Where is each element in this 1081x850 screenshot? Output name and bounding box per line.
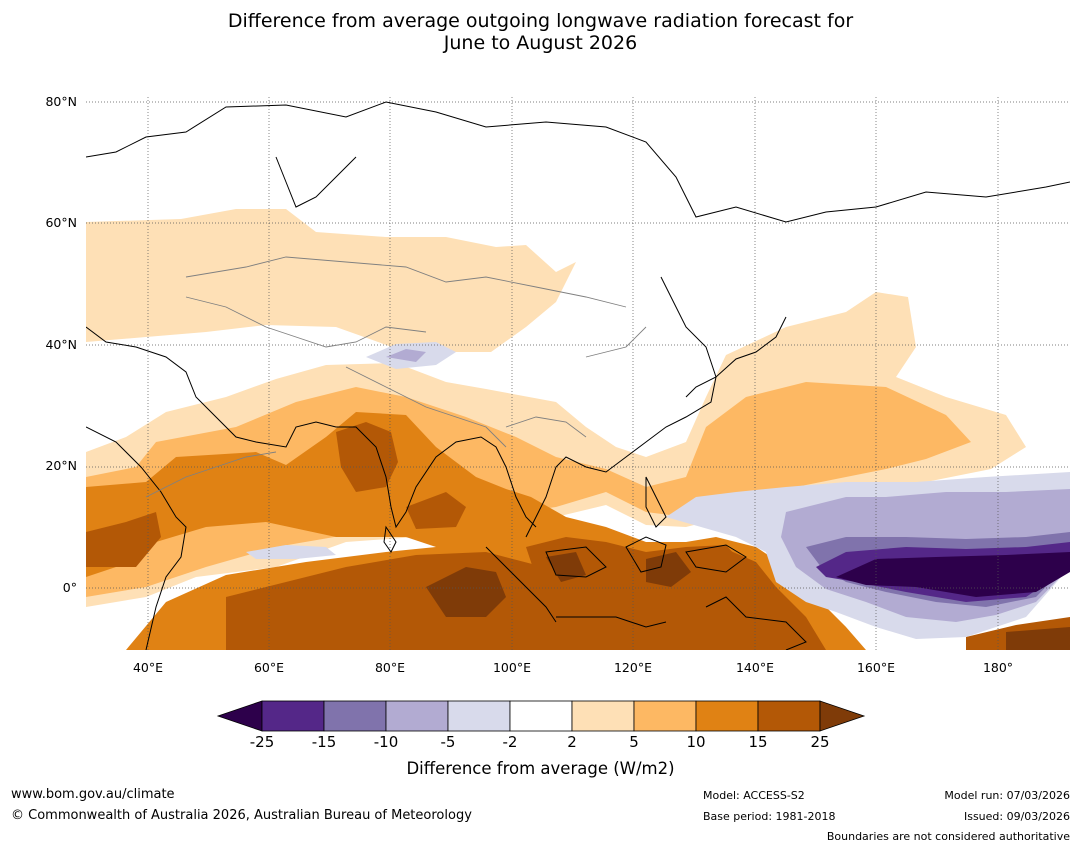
anomaly-region-extreme-positive-2 <box>546 552 586 582</box>
footer-base-period: Base period: 1981-2018 <box>703 810 836 823</box>
chart-title: Difference from average outgoing longwav… <box>0 10 1081 54</box>
title-line-1: Difference from average outgoing longwav… <box>227 10 854 32</box>
colorbar-tick-label: -5 <box>440 733 456 751</box>
lat-label-80n: 80°N <box>45 94 77 109</box>
colorbar-segment <box>447 700 511 732</box>
anomaly-region-maritime-continent-max <box>526 537 746 597</box>
colorbar-tick-label: 25 <box>810 733 830 751</box>
footer-model-run: Model run: 07/03/2026 <box>944 789 1070 802</box>
country-boundaries <box>145 256 647 498</box>
title-line-2: June to August 2026 <box>443 32 638 54</box>
graticule <box>86 97 1070 650</box>
footer-website: www.bom.gov.au/climate <box>11 787 175 802</box>
colorbar-segment <box>323 700 387 732</box>
anomaly-region-bay-of-bengal-max <box>406 492 466 529</box>
lon-label-40e: 40°E <box>132 660 164 675</box>
lat-label-0: 0° <box>62 580 77 595</box>
colorbar-segment <box>695 700 759 732</box>
anomaly-region-mid-latitude <box>86 209 576 352</box>
anomaly-map <box>86 97 1070 650</box>
colorbar-tick-label: -2 <box>502 733 518 751</box>
lon-label-100e: 100°E <box>492 660 531 675</box>
colorbar <box>216 700 866 732</box>
footer-copyright: © Commonwealth of Australia 2026, Austra… <box>11 808 472 823</box>
map-area <box>86 97 1070 650</box>
colorbar-tick-label: -25 <box>249 733 275 751</box>
anomaly-region-very-strong-positive <box>86 512 161 567</box>
colorbar-segment <box>261 700 325 732</box>
anomaly-region-tibet-negative-2 <box>386 349 426 362</box>
lon-label-180: 180° <box>982 660 1014 675</box>
colorbar-extend-high <box>819 700 866 732</box>
colorbar-extend-low <box>216 700 263 732</box>
footer-issued: Issued: 09/03/2026 <box>963 810 1070 823</box>
anomaly-region-extreme-positive-3 <box>646 552 691 587</box>
anomaly-region-extreme-positive-1 <box>426 567 506 617</box>
anomaly-region-pacific-extreme-negative <box>836 552 1070 597</box>
colorbar-segment <box>757 700 821 732</box>
lat-label-40n: 40°N <box>45 337 77 352</box>
colorbar-tick-label: 10 <box>686 733 706 751</box>
colorbar-tick-label: -15 <box>311 733 337 751</box>
lon-label-60e: 60°E <box>253 660 285 675</box>
coastlines <box>86 101 1070 650</box>
colorbar-segment <box>571 700 635 732</box>
anomaly-region-moderate-positive <box>86 382 971 597</box>
lat-label-60n: 60°N <box>45 215 77 230</box>
colorbar-tick-label: 15 <box>748 733 768 751</box>
anomaly-region-pacific-extreme-positive-2 <box>1006 627 1070 650</box>
anomaly-region-indian-ocean-negative <box>246 545 336 559</box>
footer-boundaries-note: Boundaries are not considered authoritat… <box>826 830 1070 843</box>
colorbar-tick-label: 5 <box>629 733 639 751</box>
colorbar-title: Difference from average (W/m2) <box>406 759 675 778</box>
footer-model: Model: ACCESS-S2 <box>703 789 805 802</box>
lon-label-80e: 80°E <box>374 660 406 675</box>
colorbar-segment <box>633 700 697 732</box>
colorbar-segment <box>385 700 449 732</box>
anomaly-region-india-max <box>336 422 398 492</box>
colorbar-tick-label: 2 <box>567 733 577 751</box>
lat-label-20n: 20°N <box>45 458 77 473</box>
colorbar-tick-label: -10 <box>373 733 399 751</box>
lon-label-120e: 120°E <box>613 660 652 675</box>
colorbar-segment <box>509 700 573 732</box>
lon-label-160e: 160°E <box>856 660 895 675</box>
lon-label-140e: 140°E <box>735 660 774 675</box>
